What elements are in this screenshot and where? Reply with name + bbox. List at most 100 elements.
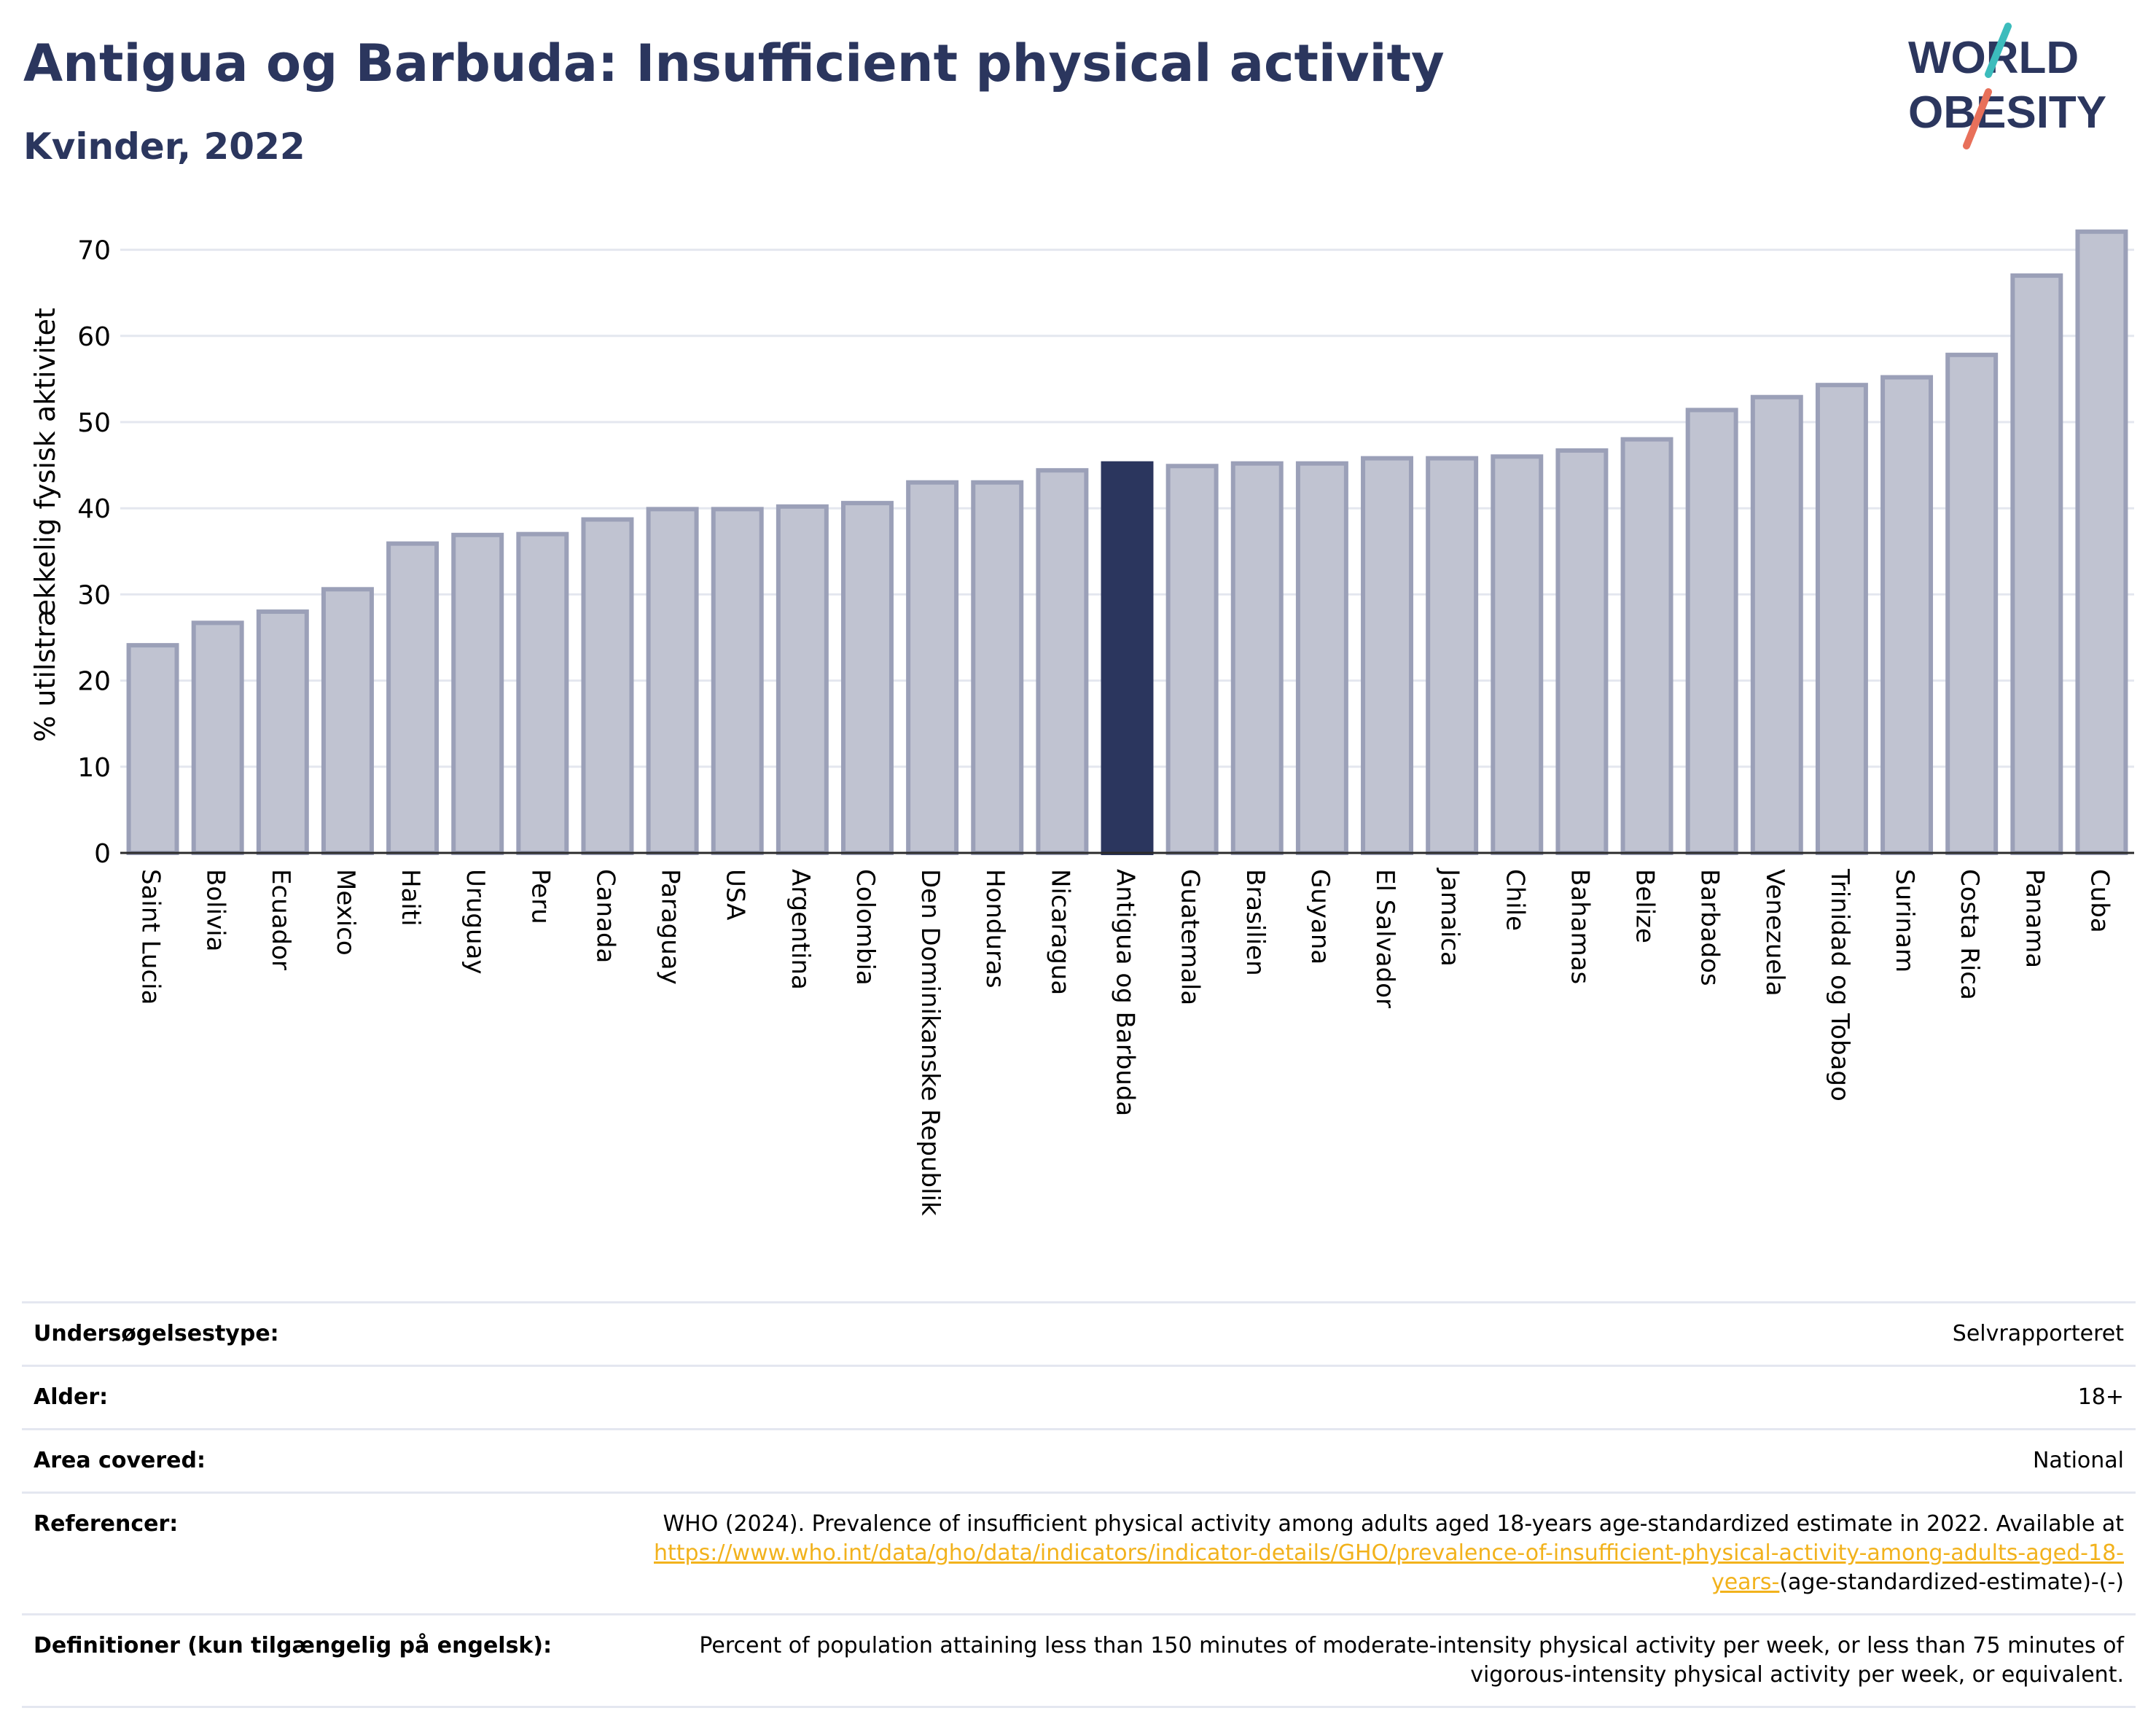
bar xyxy=(711,507,764,856)
bar xyxy=(1426,456,1479,855)
y-tick-label: 0 xyxy=(94,839,111,869)
x-tick-label: Costa Rica xyxy=(1955,869,1984,1000)
x-tick-label: Surinam xyxy=(1890,869,1919,972)
bar xyxy=(126,643,179,855)
meta-value: National xyxy=(599,1428,2136,1493)
bar xyxy=(256,609,309,855)
meta-row-survey-type: Undersøgelsestype: Selvrapporteret xyxy=(22,1301,2136,1366)
logo-slash-teal xyxy=(1985,23,2012,78)
bar xyxy=(1491,454,1544,855)
y-tick-label: 20 xyxy=(77,667,111,697)
x-tick-label: Bolivia xyxy=(201,869,230,951)
x-tick-label: El Salvador xyxy=(1370,869,1399,1008)
x-tick-label: Barbados xyxy=(1695,869,1725,986)
x-tick-label: Belize xyxy=(1630,869,1660,943)
x-tick-label: Cuba xyxy=(2085,869,2114,933)
meta-row-area: Area covered: National xyxy=(22,1428,2136,1493)
bar xyxy=(2075,229,2128,855)
bar xyxy=(1880,375,1934,855)
bar xyxy=(646,507,699,856)
x-tick-label: Den Dominikanske Republik xyxy=(915,869,945,1216)
y-axis-ticks: 0 10 20 30 40 50 60 70 xyxy=(77,236,111,869)
x-tick-label: Paraguay xyxy=(656,869,685,985)
x-tick-label: Argentina xyxy=(786,869,815,990)
bar xyxy=(971,480,1024,855)
meta-value: Selvrapporteret xyxy=(599,1301,2136,1366)
bar-highlight xyxy=(1101,461,1154,855)
meta-row-references: Referencer: WHO (2024). Prevalence of in… xyxy=(22,1492,2136,1615)
reference-suffix: (age-standardized-estimate)-(-) xyxy=(1779,1570,2124,1595)
meta-key: Area covered: xyxy=(22,1428,599,1493)
x-tick-label: Trinidad og Tobago xyxy=(1825,868,1854,1102)
x-tick-label: Chile xyxy=(1500,869,1529,931)
reference-text: WHO (2024). Prevalence of insufficient p… xyxy=(663,1511,2124,1537)
reference-link[interactable]: https://www.who.int/data/gho/data/indica… xyxy=(654,1540,2124,1595)
x-tick-label: Canada xyxy=(590,869,620,963)
x-axis-labels: Saint Lucia Bolivia Ecuador Mexico Haiti Urug… xyxy=(136,868,2114,1216)
logo-line2: OBESITY xyxy=(1908,87,2106,138)
logo-slash-coral xyxy=(1963,88,1992,149)
bar xyxy=(1361,456,1413,855)
bar xyxy=(1685,408,1738,855)
x-tick-label: Guatemala xyxy=(1176,869,1205,1005)
bar xyxy=(191,620,244,855)
y-tick-label: 40 xyxy=(77,494,111,524)
bar xyxy=(451,532,504,855)
x-tick-label: Colombia xyxy=(851,869,880,986)
bar xyxy=(2010,273,2063,855)
bar xyxy=(1295,461,1348,855)
bar xyxy=(1750,394,1803,855)
x-tick-label: Panama xyxy=(2020,869,2049,968)
page-title: Antigua og Barbuda: Insufficient physica… xyxy=(23,34,1445,93)
x-tick-label: Nicaragua xyxy=(1045,869,1074,995)
meta-value: 18+ xyxy=(599,1365,2136,1430)
x-tick-label: USA xyxy=(721,869,750,920)
x-tick-label: Venezuela xyxy=(1760,869,1789,997)
x-tick-label: Haiti xyxy=(396,869,425,927)
x-tick-label: Antigua og Barbuda xyxy=(1111,869,1140,1116)
y-tick-label: 30 xyxy=(77,580,111,610)
x-tick-label: Mexico xyxy=(331,869,360,956)
world-obesity-logo: WORLD OBESITY xyxy=(1908,23,2106,149)
y-tick-label: 10 xyxy=(77,753,111,783)
meta-row-age: Alder: 18+ xyxy=(22,1365,2136,1430)
x-tick-label: Saint Lucia xyxy=(136,869,165,1005)
bar xyxy=(1815,383,1868,855)
meta-row-definitions: Definitioner (kun tilgængelig på engelsk… xyxy=(22,1613,2136,1708)
meta-value: Percent of population attaining less tha… xyxy=(599,1613,2136,1708)
x-tick-label: Brasilien xyxy=(1241,869,1270,976)
bar xyxy=(516,531,569,855)
x-tick-label: Peru xyxy=(526,869,555,924)
bars xyxy=(126,229,2128,856)
x-tick-label: Jamaica xyxy=(1435,868,1464,967)
x-tick-label: Honduras xyxy=(980,869,1009,989)
bar xyxy=(776,504,829,855)
bar xyxy=(1036,468,1089,855)
meta-key: Undersøgelsestype: xyxy=(22,1301,599,1366)
meta-value: WHO (2024). Prevalence of insufficient p… xyxy=(599,1492,2136,1615)
x-tick-label: Guyana xyxy=(1305,869,1335,964)
x-tick-label: Bahamas xyxy=(1565,869,1594,984)
meta-key: Definitioner (kun tilgængelig på engelsk… xyxy=(22,1613,599,1708)
page-subtitle: Kvinder, 2022 xyxy=(23,125,305,168)
bar xyxy=(1945,352,1999,855)
metadata-table: Undersøgelsestype: Selvrapporteret Alder… xyxy=(22,1301,2136,1708)
bar xyxy=(1620,437,1673,855)
y-tick-label: 60 xyxy=(77,322,111,352)
bar xyxy=(386,541,440,855)
y-axis-title: % utilstrækkelig fysisk aktivitet xyxy=(29,308,61,742)
bar xyxy=(1555,448,1609,855)
bar-chart: 0 10 20 30 40 50 60 70 Saint Lucia Bolivia Ecuado… xyxy=(29,229,2134,1216)
y-tick-label: 70 xyxy=(77,236,111,266)
meta-key: Alder: xyxy=(22,1365,599,1430)
x-tick-label: Uruguay xyxy=(461,869,490,975)
bar xyxy=(1230,461,1284,855)
bar xyxy=(581,517,634,855)
y-tick-label: 50 xyxy=(77,408,111,438)
meta-key: Referencer: xyxy=(22,1492,599,1615)
x-tick-label: Ecuador xyxy=(266,869,295,970)
bar xyxy=(1165,464,1219,855)
bar xyxy=(906,480,959,855)
bar xyxy=(841,501,894,855)
bar xyxy=(321,587,374,855)
